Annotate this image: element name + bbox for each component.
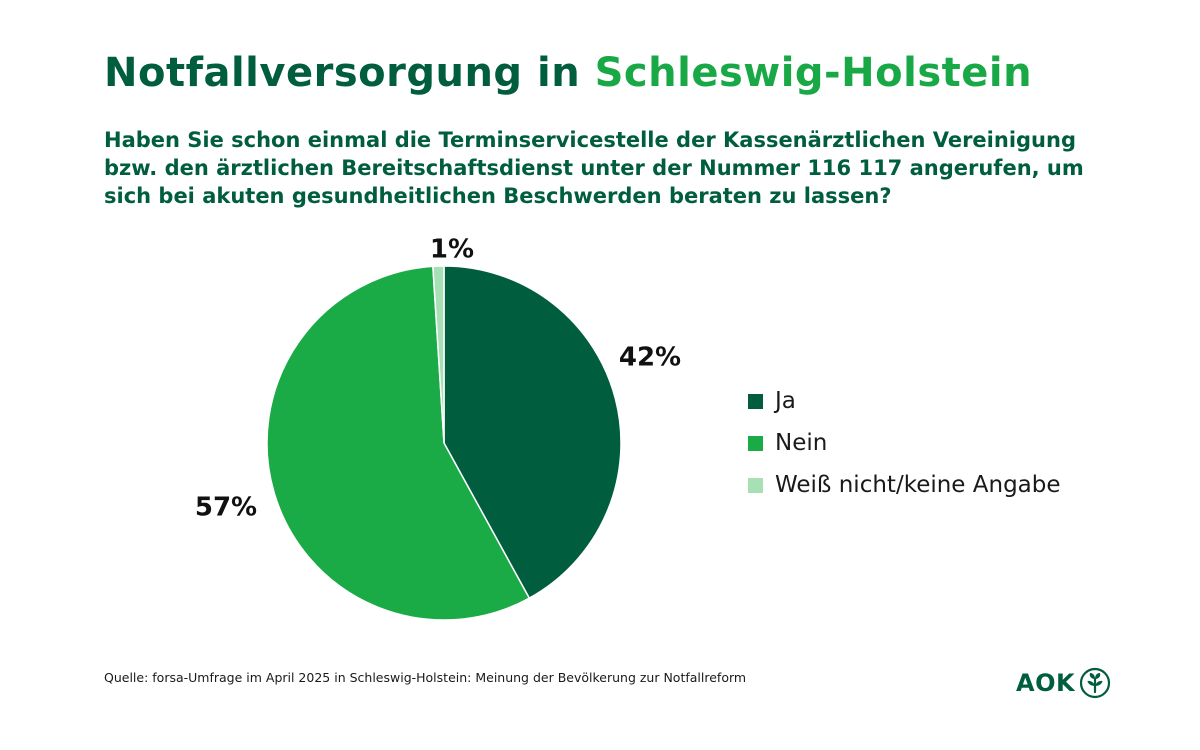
pie-slice-nein [266,265,531,621]
legend-label-weiss-nicht: Weiß nicht/keine Angabe [775,472,1061,498]
chart-legend: Ja Nein Weiß nicht/keine Angabe [748,380,1061,506]
legend-label-ja: Ja [775,388,796,414]
title-part-2: Schleswig-Holstein [594,50,1033,96]
survey-question: Haben Sie schon einmal die Terminservice… [104,128,1084,208]
legend-item-nein: Nein [748,422,1061,464]
page-title: Notfallversorgung in Schleswig-Holstein [104,50,1032,96]
aok-logo: AOK [1016,667,1111,699]
legend-label-nein: Nein [775,430,828,456]
pie-slices [266,265,622,621]
aok-tree-icon [1079,667,1111,699]
data-label-nein: 57% [195,493,257,523]
data-label-weiss-nicht: 1% [430,235,474,265]
data-label-ja: 42% [619,343,681,373]
legend-item-ja: Ja [748,380,1061,422]
legend-item-weiss-nicht: Weiß nicht/keine Angabe [748,464,1061,506]
legend-swatch-nein [748,435,763,451]
pie-slice-weiss-nicht [432,265,445,444]
legend-swatch-weiss-nicht [748,477,763,493]
source-note: Quelle: forsa-Umfrage im April 2025 in S… [104,670,747,685]
pie-slice-ja [443,265,622,600]
pie-labels: 42% 57% 1% [195,235,681,523]
aok-logo-text: AOK [1016,669,1076,697]
title-part-1: Notfallversorgung in [104,50,581,96]
legend-swatch-ja [748,393,763,409]
